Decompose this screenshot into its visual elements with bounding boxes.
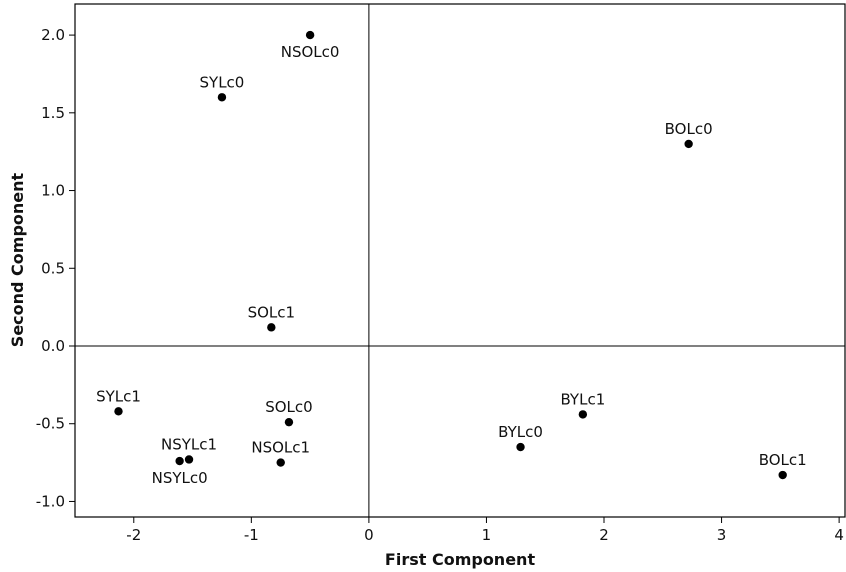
point-label: SOLc0	[265, 398, 312, 416]
point-label: NSOLc1	[251, 439, 310, 457]
plot-frame	[74, 3, 846, 518]
data-point	[267, 323, 276, 332]
x-tick-label: 4	[834, 526, 844, 544]
data-point	[778, 470, 787, 480]
data-point	[114, 407, 123, 416]
y-tick-label: -0.5	[36, 415, 65, 433]
point-label: BYLc1	[560, 390, 605, 408]
point-label: NSYLc0	[152, 469, 208, 487]
x-tick-label: 0	[364, 526, 374, 544]
data-point	[305, 30, 315, 40]
point-label: BOLc0	[665, 120, 713, 138]
reference-lines	[75, 4, 845, 517]
point-label: NSOLc0	[281, 43, 340, 61]
data-point	[516, 442, 525, 452]
x-tick-label: 1	[482, 526, 492, 544]
y-tick-label: 2.0	[41, 26, 65, 44]
point-label: NSYLc1	[161, 435, 217, 453]
data-point	[175, 456, 184, 466]
x-tick-label: 3	[717, 526, 727, 544]
data-point	[184, 455, 194, 464]
data-points: NSOLc0 SYLc0 BOLc0 SOLc1 SYLc1 SOLc0 NSYLc1 NSY…	[96, 30, 807, 487]
y-axis-title: Second Component	[8, 172, 27, 347]
data-point	[276, 458, 285, 467]
data-point	[284, 417, 294, 427]
x-tick-label: -1	[244, 526, 259, 544]
point-label: SYLc0	[200, 73, 245, 91]
data-point	[684, 139, 693, 149]
x-axis-title: First Component	[385, 550, 536, 569]
x-axis: -2 -1 0 1 2 3 4	[126, 517, 844, 544]
y-tick-label: -1.0	[36, 492, 65, 510]
y-tick-label: 0.5	[41, 259, 65, 277]
point-label: BOLc1	[759, 451, 807, 469]
data-point	[578, 410, 588, 419]
y-tick-label: 1.5	[41, 104, 65, 122]
x-tick-label: 2	[599, 526, 609, 544]
y-tick-label: 1.0	[41, 182, 65, 200]
point-label: SYLc1	[96, 387, 141, 405]
y-axis: -1.0 -0.5 0.0 0.5 1.0 1.5 2.0	[36, 26, 75, 510]
y-tick-label: 0.0	[41, 337, 65, 355]
data-point	[217, 93, 227, 102]
x-tick-label: -2	[126, 526, 141, 544]
point-label: BYLc0	[498, 423, 543, 441]
point-label: SOLc1	[248, 303, 295, 321]
